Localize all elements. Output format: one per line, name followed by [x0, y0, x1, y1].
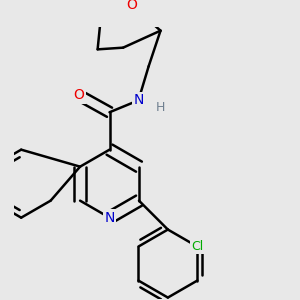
Text: H: H [156, 101, 165, 114]
Text: Cl: Cl [191, 240, 203, 253]
Text: N: N [104, 211, 115, 225]
Text: N: N [133, 93, 144, 107]
Text: O: O [126, 0, 137, 12]
Text: O: O [74, 88, 84, 102]
